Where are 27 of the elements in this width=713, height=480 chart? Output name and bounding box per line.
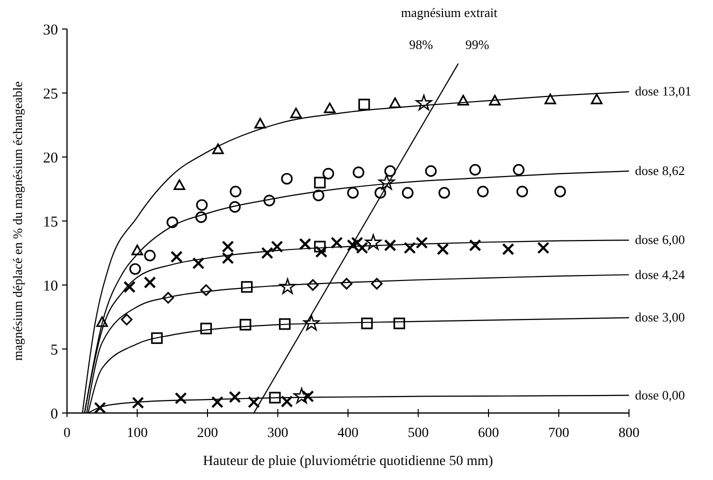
x-tick-label: 400 xyxy=(338,426,358,441)
text: magnésium extrait xyxy=(400,5,498,20)
series-label: dose 3,00 xyxy=(635,310,685,325)
annotation: 99% xyxy=(465,37,490,52)
x-tick-label: 0 xyxy=(64,426,70,441)
y-tick-label: 10 xyxy=(43,278,58,294)
annotation: 98% xyxy=(409,37,434,52)
series-label: dose 4,24 xyxy=(635,266,686,282)
y-tick-label: 5 xyxy=(50,342,58,358)
x-tick-label: 200 xyxy=(197,426,218,441)
series-label: dose 0,00 xyxy=(635,387,685,402)
x-tick-label: 300 xyxy=(267,426,288,441)
y-tick-label: 20 xyxy=(43,150,58,166)
y-tick-label: 15 xyxy=(43,214,58,230)
series-label: dose 6,00 xyxy=(635,232,685,248)
series-label: dose 8,62 xyxy=(635,163,685,178)
x-tick-label: 700 xyxy=(548,426,570,441)
y-tick-label: 30 xyxy=(43,22,58,38)
x-tick-label: 500 xyxy=(408,426,429,441)
x-tick-label: 800 xyxy=(618,426,640,441)
x-tick-label: 600 xyxy=(478,426,499,441)
x-tick-label: 100 xyxy=(126,426,148,441)
series-label: dose 13,01 xyxy=(635,84,692,99)
y-tick-label: 25 xyxy=(43,86,58,102)
y-axis-title: magnésium déplacé en % du magnésium échangeable xyxy=(10,81,25,361)
y-tick-label: 0 xyxy=(50,406,58,422)
x-axis-title: Hauteur de pluie (pluviométrie quotidienne 50 mm) xyxy=(202,454,494,469)
